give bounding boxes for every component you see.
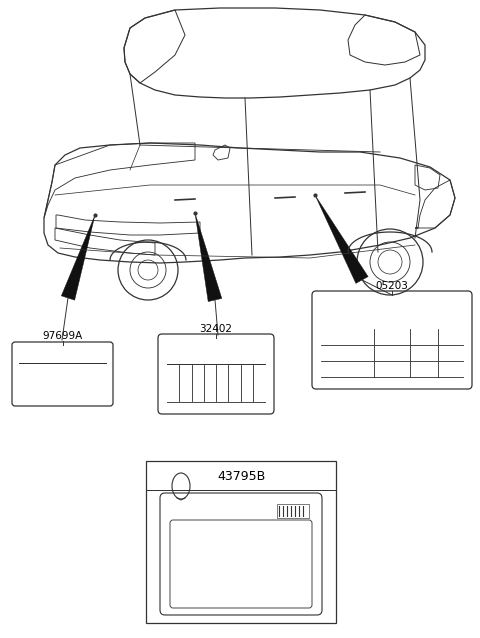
- Text: 32402: 32402: [200, 324, 232, 334]
- Polygon shape: [61, 215, 95, 300]
- Polygon shape: [195, 213, 222, 302]
- Text: 43795B: 43795B: [217, 470, 265, 482]
- Text: 97699A: 97699A: [42, 331, 83, 341]
- Text: 05203: 05203: [375, 281, 408, 291]
- Polygon shape: [315, 195, 368, 283]
